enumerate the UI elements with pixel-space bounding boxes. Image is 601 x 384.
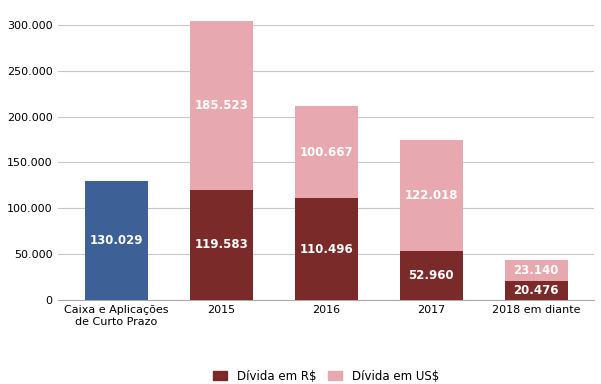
Bar [294, 199, 358, 300]
Bar [400, 139, 463, 251]
Text: 23.140: 23.140 [514, 264, 559, 277]
Bar [294, 106, 358, 199]
Bar [505, 260, 568, 281]
Text: 122.018: 122.018 [404, 189, 458, 202]
Text: 110.496: 110.496 [299, 243, 353, 255]
Legend: Dívida em R$, Dívida em US$: Dívida em R$, Dívida em US$ [209, 365, 444, 384]
Text: 185.523: 185.523 [194, 99, 248, 112]
Text: 52.960: 52.960 [409, 269, 454, 282]
Bar [189, 190, 252, 300]
Text: 20.476: 20.476 [513, 284, 559, 297]
Bar [400, 251, 463, 300]
Bar [189, 21, 252, 190]
Bar [505, 281, 568, 300]
Text: 119.583: 119.583 [194, 238, 248, 252]
Bar [85, 180, 148, 300]
Text: 130.029: 130.029 [90, 233, 143, 247]
Text: 100.667: 100.667 [299, 146, 353, 159]
